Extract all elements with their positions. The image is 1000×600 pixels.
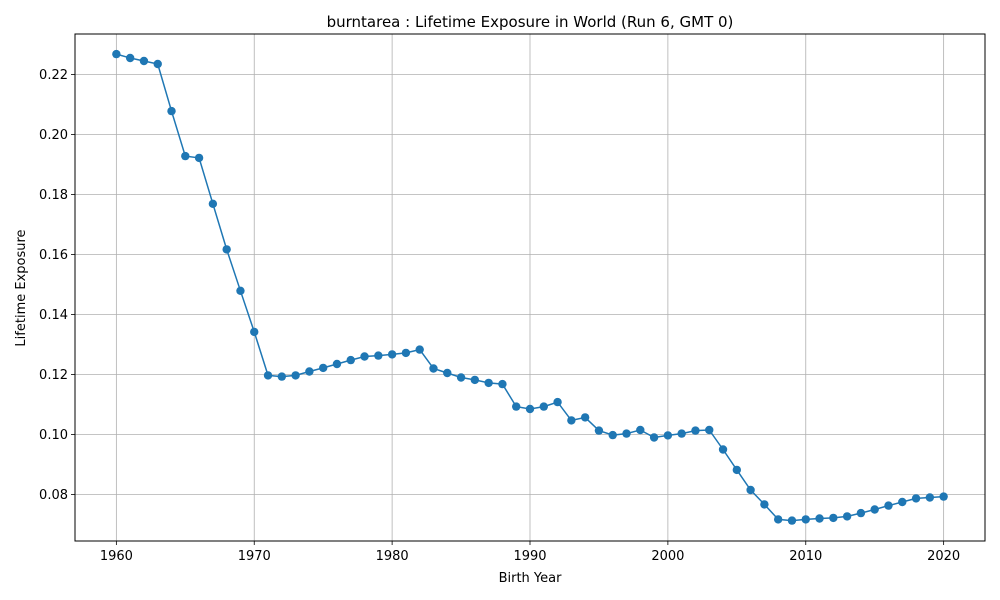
data-point	[898, 497, 907, 507]
data-point	[801, 515, 810, 524]
data-point	[401, 348, 411, 358]
data-point	[415, 345, 424, 354]
data-point	[167, 106, 176, 116]
x-tick-label: 1980	[376, 549, 409, 564]
data-point	[815, 514, 824, 523]
data-point	[663, 431, 673, 440]
data-point	[622, 429, 631, 438]
y-tick-label: 0.16	[39, 248, 68, 263]
data-point	[705, 425, 714, 435]
data-point	[760, 500, 769, 509]
x-tick-label: 2020	[927, 549, 960, 564]
grid-lines	[75, 34, 985, 541]
y-tick-label: 0.08	[39, 488, 68, 503]
data-point	[263, 371, 273, 380]
data-point	[153, 59, 162, 69]
data-point	[567, 416, 576, 425]
data-point	[291, 371, 300, 380]
x-tick-label: 1990	[513, 549, 546, 564]
data-point	[125, 53, 135, 63]
data-point	[498, 379, 507, 389]
data-point	[829, 513, 838, 523]
data-point	[484, 378, 493, 388]
data-point	[208, 199, 218, 208]
y-tick-label: 0.20	[39, 128, 68, 143]
series-layer	[112, 49, 948, 525]
y-tick-label: 0.18	[39, 188, 68, 203]
data-point	[608, 430, 617, 440]
data-point	[773, 515, 783, 524]
data-point	[360, 352, 369, 361]
data-point	[539, 402, 548, 411]
y-tick-label: 0.10	[39, 428, 68, 443]
data-point	[512, 402, 521, 411]
data-point	[553, 397, 562, 407]
data-point	[470, 375, 480, 385]
data-point	[277, 372, 287, 381]
data-point	[346, 355, 355, 365]
data-point	[305, 367, 314, 376]
data-point	[580, 413, 590, 422]
data-point	[222, 245, 231, 254]
data-point	[691, 426, 700, 435]
data-point	[732, 465, 742, 475]
y-tick-label: 0.12	[39, 368, 68, 383]
data-point	[194, 153, 204, 163]
x-tick-label: 1960	[100, 549, 133, 564]
data-point	[677, 429, 686, 438]
data-point	[374, 351, 383, 360]
y-tick-label: 0.14	[39, 308, 68, 323]
data-point	[525, 404, 535, 414]
y-axis-label: Lifetime Exposure	[14, 229, 29, 346]
data-point	[746, 485, 755, 495]
data-point	[429, 364, 438, 373]
x-axis-label: Birth Year	[499, 571, 563, 586]
data-point	[939, 492, 948, 501]
x-tick-label: 2000	[651, 549, 684, 564]
data-point	[787, 516, 797, 525]
data-point	[456, 373, 466, 382]
data-point	[925, 493, 935, 502]
data-point	[856, 508, 866, 518]
axis-ticks: 1960 1970 1980 1990 2000 2010 2020 0.08 0.10 0.12…	[39, 68, 960, 564]
data-point	[443, 368, 452, 378]
x-tick-label: 2010	[789, 549, 822, 564]
data-point	[649, 433, 659, 442]
data-point	[250, 327, 259, 337]
data-point	[181, 151, 190, 161]
data-point	[332, 359, 342, 369]
data-point	[594, 426, 604, 435]
data-point	[870, 505, 879, 514]
data-point	[884, 501, 893, 510]
data-point	[842, 512, 852, 521]
data-point	[718, 445, 728, 454]
chart-title: burntarea : Lifetime Exposure in World (…	[327, 13, 734, 31]
data-point	[139, 56, 149, 66]
data-point	[318, 363, 328, 373]
data-point	[112, 49, 121, 59]
data-point	[911, 494, 921, 503]
x-tick-label: 1970	[238, 549, 271, 564]
y-tick-label: 0.22	[39, 68, 68, 83]
data-point	[387, 350, 397, 359]
data-point	[636, 425, 645, 435]
data-point	[236, 286, 245, 295]
